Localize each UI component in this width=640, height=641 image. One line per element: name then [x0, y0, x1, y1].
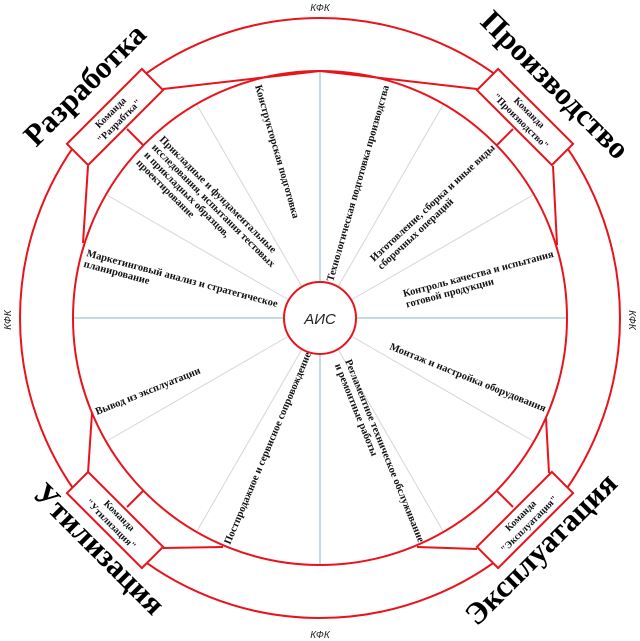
- kfk-label-top: КФК: [310, 3, 331, 14]
- connector-left-bottom: [87, 412, 93, 474]
- connector-left-top: [82, 165, 89, 244]
- sector-dividers: [74, 72, 566, 564]
- connector-util-stub: [126, 490, 144, 508]
- sector-divider: [350, 194, 534, 301]
- sector-divider: [350, 335, 534, 442]
- connector-bottom-right: [416, 546, 478, 550]
- team-connectors: [82, 69, 558, 550]
- connector-bottom-left: [162, 546, 224, 549]
- outer-ring: [19, 17, 621, 619]
- sector-divider: [106, 335, 290, 442]
- sector-divider: [106, 194, 290, 301]
- connector-oper-stub: [496, 490, 514, 508]
- sector-divider: [337, 348, 444, 532]
- ais-label: АИС: [303, 311, 336, 328]
- connector-prod-stub: [496, 128, 514, 146]
- connector-right-top: [552, 165, 558, 246]
- sector-divider: [196, 104, 303, 288]
- connector-dev-stub: [126, 128, 144, 146]
- kfk-label-left: КФК: [3, 309, 14, 330]
- kfk-label-right: КФК: [626, 310, 637, 331]
- ais-circle: [283, 281, 357, 355]
- connector-top: [162, 69, 478, 90]
- kfk-label-bottom: КФК: [310, 630, 331, 641]
- connector-right-bottom: [545, 417, 550, 474]
- sector-divider: [196, 348, 303, 532]
- sector-divider: [337, 104, 444, 288]
